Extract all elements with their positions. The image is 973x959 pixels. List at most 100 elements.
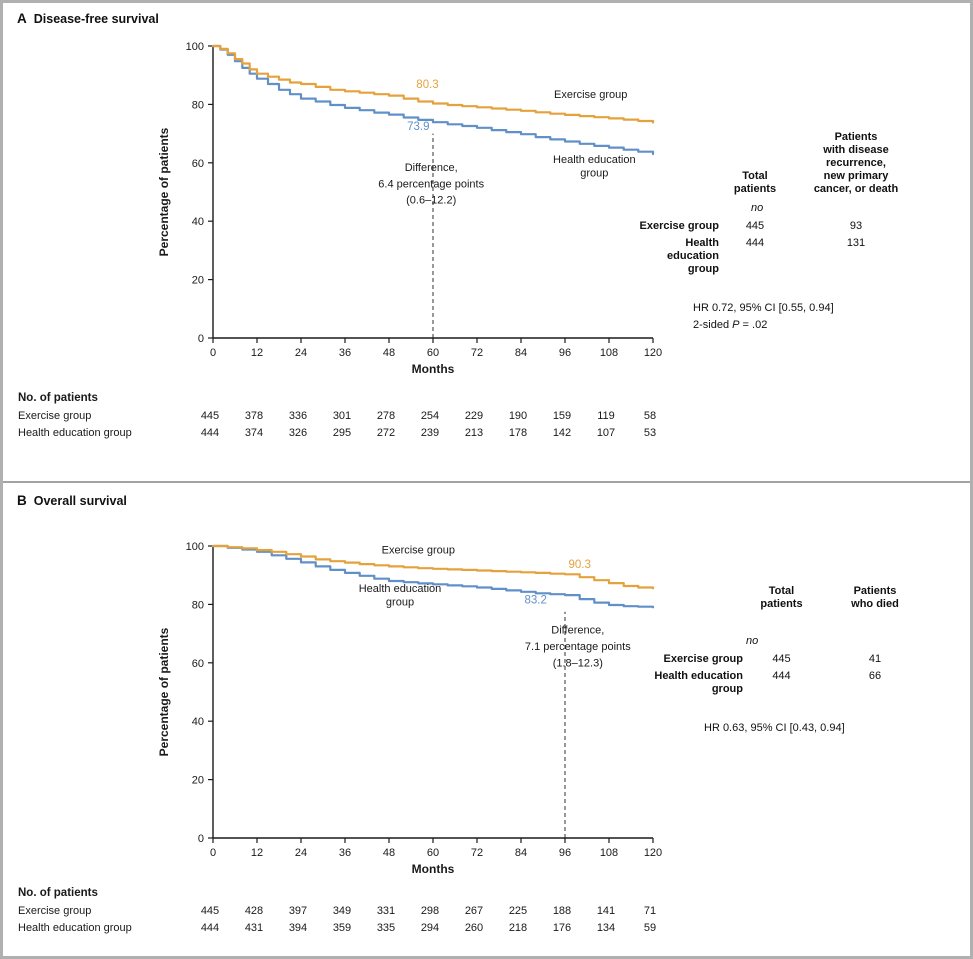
x-tick-label: 96 (559, 847, 571, 859)
x-tick-label: 84 (515, 347, 527, 359)
risk-count: 190 (508, 410, 528, 422)
x-tick-label: 48 (383, 847, 395, 859)
y-tick-label: 40 (192, 716, 204, 728)
chart-annotation: Health education (553, 154, 636, 166)
y-tick-label: 100 (186, 541, 204, 553)
health-ed-total-b: 444 (772, 670, 791, 682)
risk-row-label-health-ed-a: Health education group (18, 427, 132, 439)
health-ed-events-a: 131 (846, 237, 866, 249)
risk-values-exercise-b: 445 428 397 349 331 298 267 225 188 141 71 (3, 905, 970, 919)
p-value-symbol: P (732, 319, 740, 331)
risk-count: 218 (508, 922, 528, 934)
x-tick-label: 72 (471, 847, 483, 859)
chart-annotation: 83.2 (525, 595, 547, 607)
y-tick-label: 0 (198, 833, 204, 845)
risk-count: 349 (332, 905, 352, 917)
exercise-group-label-a: Exercise group (639, 220, 719, 232)
health-education-group-curve (211, 544, 655, 609)
panel-b-header: B Overall survival (17, 493, 127, 508)
total-patients-header-a: Total patients (733, 170, 777, 195)
health-ed-total-a: 444 (745, 237, 765, 249)
x-tick-label: 12 (251, 847, 263, 859)
chart-annotation: Difference, (551, 625, 604, 637)
risk-count: 134 (596, 922, 616, 934)
x-tick-label: 120 (644, 847, 662, 859)
chart-annotation: Difference, (405, 162, 458, 174)
risk-count: 59 (643, 922, 657, 934)
panel-b-letter: B (17, 493, 27, 508)
risk-count: 378 (244, 410, 264, 422)
summary-table-a: Total patients Patients with disease rec… (631, 131, 921, 334)
chart-annotation: (0.6–12.2) (406, 195, 456, 207)
risk-table-heading-b: No. of patients (18, 887, 98, 899)
chart-annotation: group (580, 168, 608, 180)
x-tick-label: 72 (471, 347, 483, 359)
risk-count: 359 (332, 922, 352, 934)
health-ed-group-label-a: Health education group (667, 237, 719, 275)
x-tick-label: 36 (339, 847, 351, 859)
y-tick-label: 100 (186, 41, 204, 53)
risk-count: 431 (244, 922, 264, 934)
exercise-group-curve (211, 544, 655, 590)
y-tick-label: 80 (192, 99, 204, 111)
y-tick-label: 60 (192, 158, 204, 170)
total-patients-header-b: Total patients (760, 585, 803, 610)
x-tick-label: 108 (600, 847, 618, 859)
exercise-total-b: 445 (772, 653, 791, 665)
risk-count: 278 (376, 410, 396, 422)
y-axis-label: Percentage of patients (157, 127, 171, 256)
overall-survival-chart: 0 20 40 60 80 100 0 12 24 36 48 60 72 84 96 108 120 Month… (157, 541, 662, 876)
table-row: Health education group 444 66 (648, 670, 930, 696)
x-tick-label: 84 (515, 847, 527, 859)
exercise-group-curve (211, 44, 655, 124)
risk-count: 176 (552, 922, 572, 934)
panel-b-title: Overall survival (33, 494, 127, 508)
risk-table-heading-a: No. of patients (18, 392, 98, 404)
risk-count: 394 (288, 922, 308, 934)
risk-count: 397 (288, 905, 308, 917)
risk-count: 119 (597, 410, 615, 422)
chart-annotation: 73.9 (407, 121, 429, 133)
risk-count: 225 (508, 905, 528, 917)
y-tick-label: 60 (192, 658, 204, 670)
summary-table-b: Total patients Patients who died no Exer… (648, 585, 930, 737)
p-value-post: = .02 (739, 319, 768, 331)
health-education-group-curve (211, 44, 655, 156)
chart-annotation: 80.3 (416, 79, 438, 91)
risk-count: 295 (332, 427, 352, 439)
risk-count: 229 (464, 410, 484, 422)
disease-free-survival-chart: 0 20 40 60 80 100 0 12 24 36 48 60 72 84 96 108 120 Month… (157, 41, 662, 376)
exercise-events-a: 93 (849, 220, 863, 232)
risk-count: 239 (420, 427, 440, 439)
y-tick-label: 20 (192, 275, 204, 287)
risk-values-health-ed-b: 444 431 394 359 335 294 260 218 176 134 59 (3, 922, 970, 936)
table-row: Exercise group 445 93 (631, 220, 921, 233)
risk-count: 272 (376, 427, 396, 439)
panel-divider (3, 481, 970, 483)
table-row: Health education group 444 131 (631, 237, 921, 276)
risk-count: 71 (643, 905, 657, 917)
x-tick-label: 96 (559, 347, 571, 359)
y-tick-label: 20 (192, 775, 204, 787)
risk-count: 53 (643, 427, 657, 439)
chart-annotation: Exercise group (382, 544, 455, 556)
x-tick-label: 0 (210, 847, 216, 859)
deaths-header-b: Patients who died (851, 585, 899, 610)
risk-count: 213 (464, 427, 484, 439)
chart-annotation: Health education (359, 583, 442, 595)
x-axis-label: Months (412, 362, 455, 376)
x-tick-label: 120 (644, 347, 662, 359)
risk-count: 444 (200, 922, 220, 934)
unit-row-a: no (631, 202, 921, 215)
panel-a-letter: A (17, 11, 27, 26)
x-tick-label: 12 (251, 347, 263, 359)
hazard-ratio-a: HR 0.72, 95% CI [0.55, 0.94] (693, 302, 834, 314)
chart-annotation: 6.4 percentage points (378, 178, 484, 190)
x-tick-label: 48 (383, 347, 395, 359)
risk-count: 188 (552, 905, 572, 917)
panel-a-header: A Disease-free survival (17, 11, 159, 26)
risk-count: 159 (552, 410, 572, 422)
unit-label-b: no (746, 635, 759, 647)
hazard-ratio-b: HR 0.63, 95% CI [0.43, 0.94] (704, 722, 845, 734)
